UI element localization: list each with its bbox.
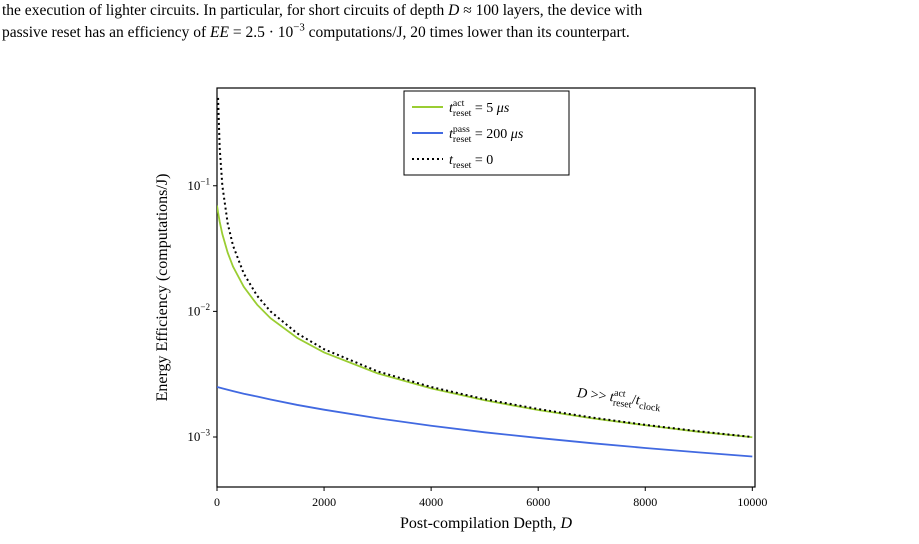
superscript: pass: [453, 124, 470, 135]
text-run: = 2.5 · 10: [229, 24, 294, 41]
text-run: 10: [187, 303, 200, 318]
text-run: D: [447, 2, 459, 19]
x-tick-label: 0: [214, 495, 220, 509]
text-run: ≈ 100 layers, the device with: [459, 2, 642, 19]
text-run: Post-compilation Depth,: [400, 515, 560, 532]
series-line: [217, 205, 753, 439]
x-axis-label: Post-compilation Depth, D: [400, 515, 572, 532]
series-line: [217, 97, 753, 439]
y-tick-label: 10−2: [187, 302, 210, 318]
y-axis-label: Energy Efficiency (computations/J): [154, 174, 171, 402]
paragraph-line: passive reset has an efficiency of EE = …: [2, 21, 630, 41]
text-run: /: [631, 393, 637, 408]
text-run: 10: [187, 178, 200, 193]
text-run: = 0: [471, 153, 493, 168]
superscript: −3: [200, 428, 210, 438]
subscript: reset: [612, 398, 632, 411]
x-tick-label: 8000: [633, 495, 657, 509]
x-tick-label: 10000: [737, 495, 767, 509]
text-run: computations/J, 20 times lower than its …: [305, 24, 630, 41]
y-tick-label: 10−1: [187, 176, 210, 192]
legend-label: tact reset = 5 μs: [449, 98, 510, 119]
text-run: t: [449, 153, 454, 168]
subscript: reset: [453, 134, 472, 145]
superscript: −1: [200, 176, 210, 186]
x-tick-label: 4000: [419, 495, 443, 509]
text-run: 10: [187, 429, 200, 444]
subscript: clock: [638, 401, 660, 415]
text-run: μs: [496, 101, 510, 116]
x-tick-label: 2000: [312, 495, 336, 509]
subscript: reset: [453, 160, 472, 171]
text-run: t: [449, 127, 454, 142]
text-run: t: [635, 393, 642, 408]
text-run: EE: [209, 24, 229, 41]
text-run: t: [449, 101, 454, 116]
series-line: [217, 386, 753, 458]
annotation: D >> tactreset/tclock: [575, 383, 662, 414]
text-run: t: [609, 390, 616, 405]
subscript: reset: [453, 108, 472, 119]
text-run: D: [559, 515, 572, 532]
legend-label: treset = 0: [449, 153, 493, 171]
superscript: act: [614, 388, 627, 400]
superscript: act: [453, 98, 465, 109]
text-run: = 5: [471, 101, 496, 116]
text-run: μs: [510, 127, 524, 142]
text-run: >>: [586, 387, 610, 405]
plot-frame: [216, 87, 756, 488]
paragraph-line: the execution of lighter circuits. In pa…: [2, 2, 642, 19]
text-run: D: [575, 386, 588, 402]
superscript: −2: [200, 302, 210, 312]
legend-label: tpass reset = 200 μs: [449, 124, 524, 145]
text-run: passive reset has an efficiency of: [2, 24, 210, 41]
text-run: the execution of lighter circuits. In pa…: [2, 2, 448, 19]
text-run: = 200: [471, 127, 510, 142]
x-tick-label: 6000: [526, 495, 550, 509]
y-tick-label: 10−3: [187, 428, 210, 444]
superscript: −3: [293, 21, 305, 33]
